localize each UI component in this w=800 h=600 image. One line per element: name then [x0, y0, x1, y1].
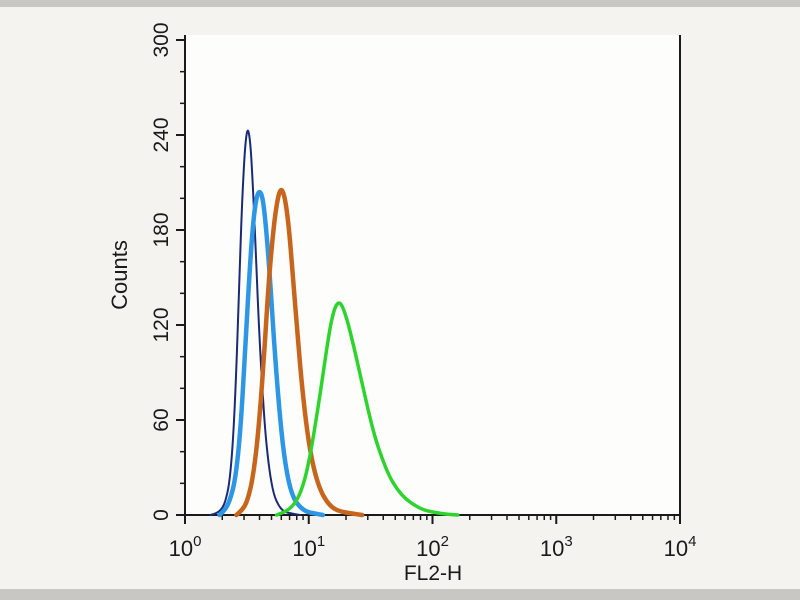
y-tick-label: 180: [150, 212, 173, 247]
y-tick-label: 60: [150, 408, 173, 431]
curve-green: [274, 301, 460, 517]
y-tick-label: 0: [150, 509, 173, 521]
histogram-curves: [209, 129, 460, 518]
x-axis-title: FL2-H: [404, 562, 462, 585]
y-tick-label: 300: [150, 22, 173, 57]
photo-top-border: [0, 0, 800, 7]
curve-orange: [234, 187, 365, 518]
y-tick-label: 240: [150, 117, 173, 152]
y-axis-title: Counts: [107, 240, 132, 310]
y-tick-label: 120: [150, 307, 173, 342]
curve-navy: [209, 129, 301, 516]
photo-bottom-border: [0, 589, 800, 600]
